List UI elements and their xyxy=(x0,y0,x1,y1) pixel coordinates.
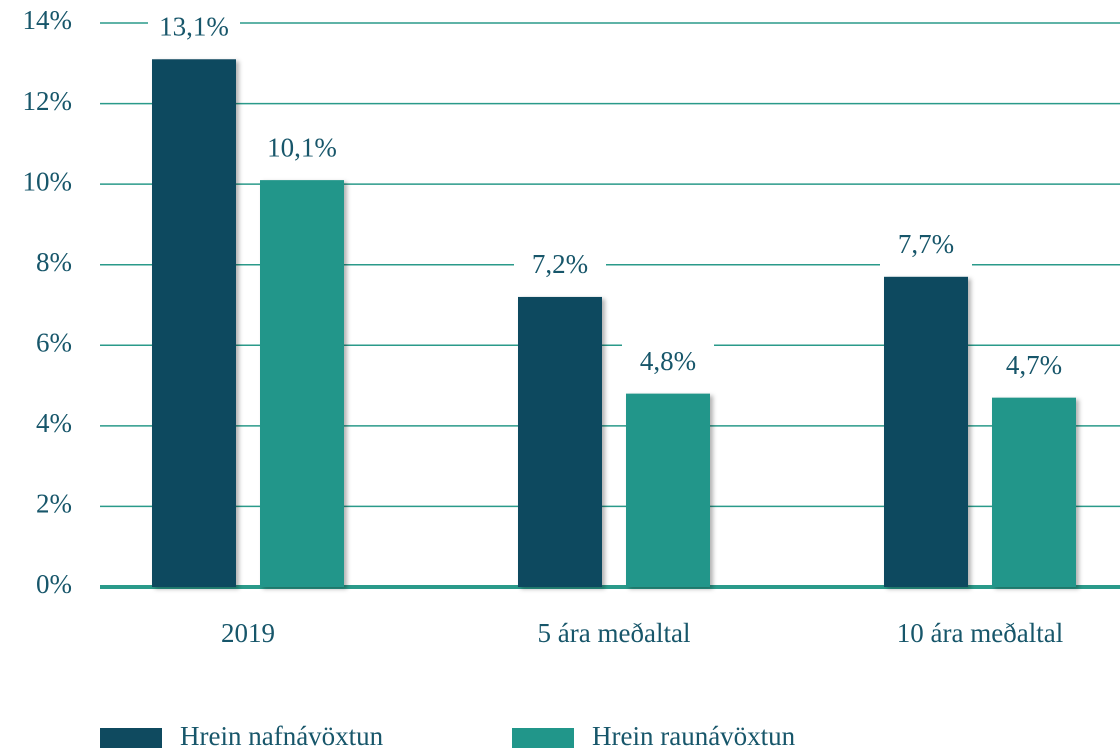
label-bg xyxy=(148,9,240,50)
bar xyxy=(260,180,344,587)
y-tick-label: 10% xyxy=(23,166,73,196)
data-label: 13,1% xyxy=(159,11,229,41)
legend-swatch xyxy=(512,728,574,748)
bar xyxy=(884,276,968,587)
y-tick-label: 8% xyxy=(36,247,72,277)
x-tick-label: 10 ára meðaltal xyxy=(897,618,1063,648)
x-tick-label: 5 ára meðaltal xyxy=(538,618,691,648)
label-bg xyxy=(256,130,348,171)
y-tick-label: 14% xyxy=(23,5,73,35)
y-tick-label: 2% xyxy=(36,489,72,519)
y-tick-label: 4% xyxy=(36,408,72,438)
legend-label: Hrein nafnávöxtun xyxy=(180,721,384,751)
data-label: 7,2% xyxy=(532,249,588,279)
bar xyxy=(152,59,236,587)
y-tick-label: 0% xyxy=(36,569,72,599)
y-tick-label: 12% xyxy=(23,86,73,116)
bar xyxy=(518,296,602,587)
data-label: 7,7% xyxy=(898,229,954,259)
legend-label: Hrein raunávöxtun xyxy=(592,721,796,751)
legend-swatch xyxy=(100,728,162,748)
data-label: 4,7% xyxy=(1006,350,1062,380)
bar xyxy=(992,397,1076,587)
label-bg xyxy=(988,347,1080,388)
data-label: 10,1% xyxy=(267,132,337,162)
y-tick-label: 6% xyxy=(36,327,72,357)
label-bg xyxy=(514,246,606,287)
label-bg xyxy=(622,343,714,384)
x-tick-label: 2019 xyxy=(221,618,275,648)
data-label: 4,8% xyxy=(640,346,696,376)
label-bg xyxy=(880,226,972,267)
bar xyxy=(626,393,710,587)
